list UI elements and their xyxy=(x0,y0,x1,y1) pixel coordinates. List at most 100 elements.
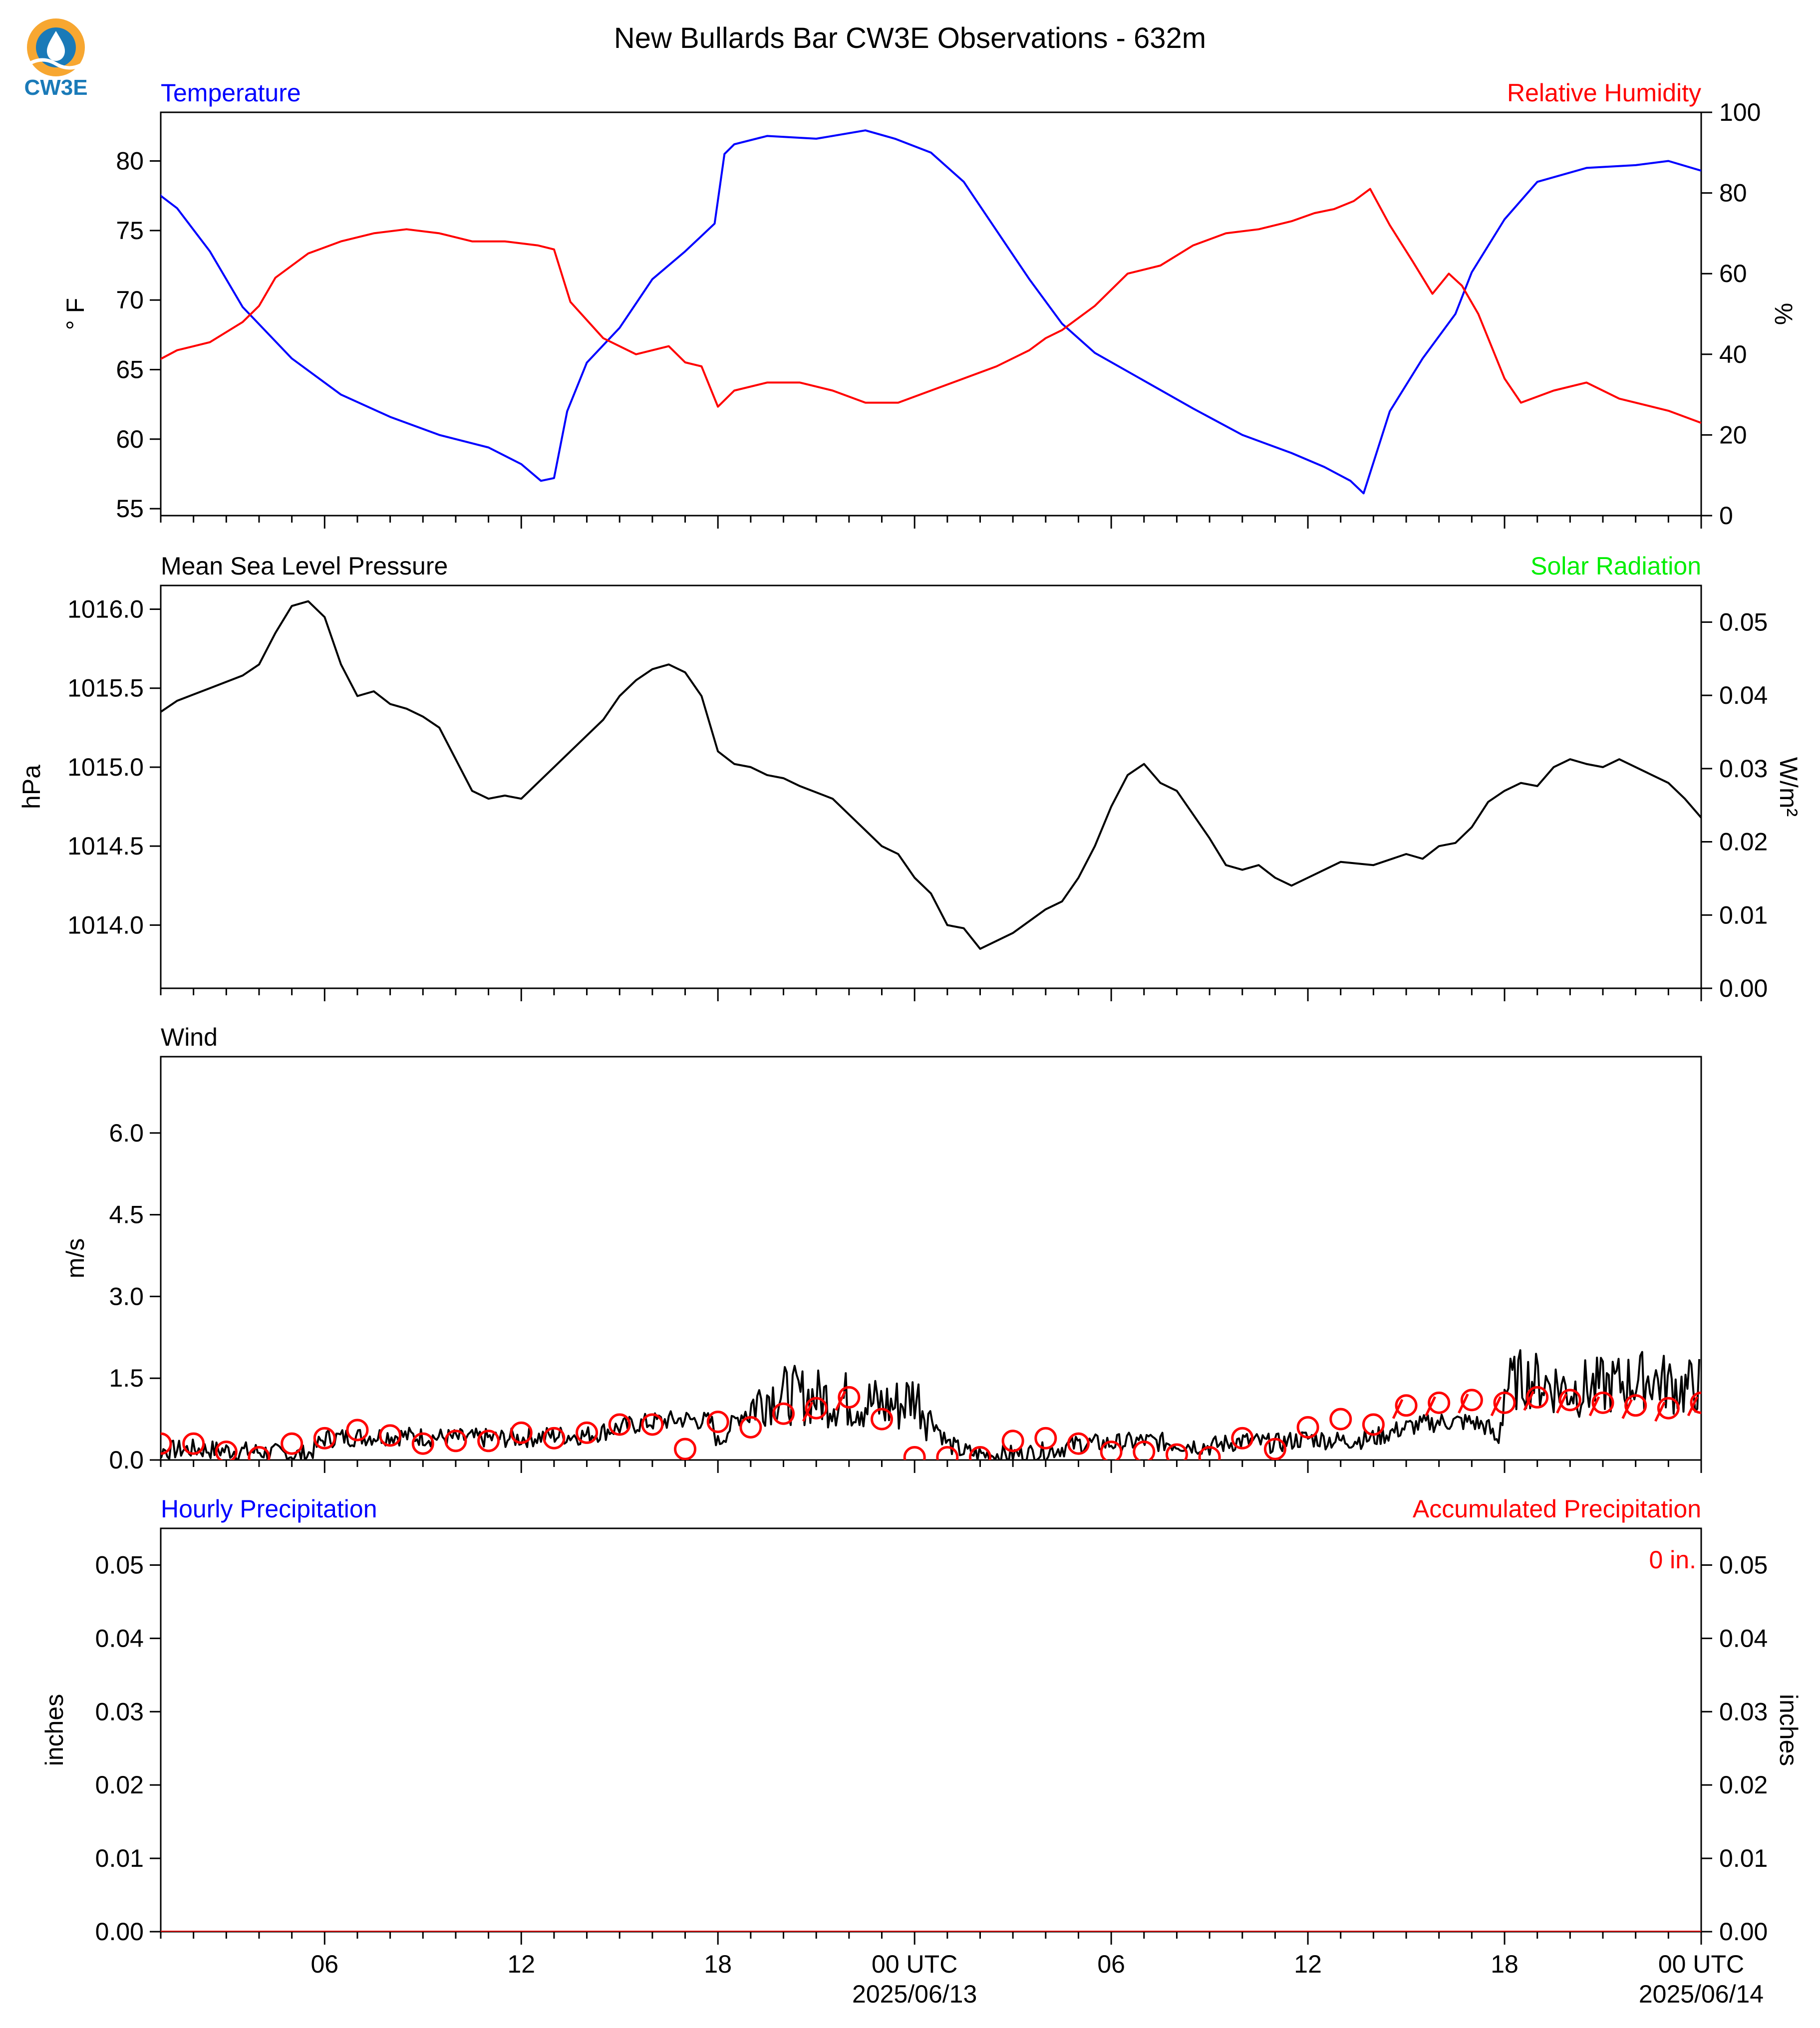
y-axis-label: ° F xyxy=(61,298,89,330)
wind-barb xyxy=(641,1413,664,1436)
wind-barb-marker xyxy=(871,1408,894,1431)
wind-barb-marker xyxy=(182,1432,205,1455)
wind-barb-marker xyxy=(1362,1413,1385,1436)
wind-barb xyxy=(510,1421,533,1444)
y-tick-label: 4.5 xyxy=(109,1201,144,1229)
wind-barb xyxy=(444,1430,467,1452)
wind-barb xyxy=(543,1427,566,1449)
wind-barb-marker xyxy=(1657,1397,1680,1420)
wind-barb-marker xyxy=(543,1427,566,1449)
wind-barb xyxy=(1425,1391,1451,1417)
logo-text: CW3E xyxy=(24,75,87,100)
cw3e-logo: CW3E xyxy=(24,18,88,100)
y-tick-label: 80 xyxy=(116,147,144,175)
wind-barb-marker xyxy=(1263,1438,1286,1460)
y-right-tick-label: 0.03 xyxy=(1719,755,1768,783)
wind-barb-marker xyxy=(706,1411,729,1434)
y-right-tick-label: 0.01 xyxy=(1719,901,1768,929)
y-tick-label: 0.03 xyxy=(95,1698,144,1726)
y-tick-label: 0.02 xyxy=(95,1771,144,1799)
wind-barb-marker xyxy=(903,1446,926,1460)
panel-wind: Wind 0.0 1.5 3.0 4.5 6.0 m/s xyxy=(61,1023,1702,1474)
y-tick-label: 1015.0 xyxy=(67,753,144,781)
wind-barb-marker xyxy=(1329,1408,1352,1431)
wind-barb-marker xyxy=(805,1397,828,1420)
wind-barb xyxy=(1001,1430,1024,1452)
wind-barb-marker xyxy=(1198,1446,1221,1460)
y-right-tick-label: 60 xyxy=(1719,260,1747,288)
wind-barb xyxy=(1296,1416,1319,1439)
panel-left-title: Hourly Precipitation xyxy=(161,1495,377,1523)
wind-barb xyxy=(835,1386,861,1411)
wind-barb-marker xyxy=(1591,1391,1614,1414)
series-line-mean-sea-level-pressure xyxy=(161,600,1701,950)
chart-panels: Temperature Relative Humidity 55 60 65 70 75 80… xyxy=(17,79,1803,1946)
wind-barb-marker xyxy=(1558,1389,1581,1412)
y-right-tick-label: 80 xyxy=(1719,179,1747,207)
y-tick-label: 0.04 xyxy=(95,1624,144,1652)
wind-barb xyxy=(576,1421,599,1444)
x-tick-label: 06 xyxy=(310,1950,338,1978)
y-right-tick-label: 20 xyxy=(1719,421,1747,449)
series-line-temperature xyxy=(161,129,1701,495)
y-right-tick-label: 0.00 xyxy=(1719,974,1768,1002)
logo-drop-icon xyxy=(47,31,65,61)
wind-barb xyxy=(1329,1408,1352,1431)
y-right-axis-label: % xyxy=(1770,303,1798,325)
y-tick-label: 75 xyxy=(116,217,144,245)
wind-barb xyxy=(379,1424,402,1447)
wind-barb xyxy=(1198,1446,1221,1460)
wind-barb-staff xyxy=(1588,1396,1600,1417)
wind-barb xyxy=(1231,1427,1254,1449)
wind-barb xyxy=(802,1397,828,1422)
y-right-tick-label: 0.01 xyxy=(1719,1844,1768,1872)
wind-barb xyxy=(772,1402,795,1425)
plot-frame xyxy=(160,111,1702,517)
x-tick-label: 06 xyxy=(1097,1950,1125,1978)
y-right-tick-label: 0.04 xyxy=(1719,1624,1768,1652)
wind-barb-marker xyxy=(477,1430,500,1452)
wind-barb xyxy=(182,1432,205,1455)
wind-barb xyxy=(968,1446,991,1460)
x-tick-label: 00 UTC xyxy=(872,1950,957,1978)
wind-barb xyxy=(346,1419,369,1442)
wind-barb xyxy=(1392,1394,1418,1419)
wind-barb-marker xyxy=(1067,1432,1090,1455)
wind-barb-marker xyxy=(1624,1394,1647,1417)
y-right-tick-label: 0.05 xyxy=(1719,1551,1768,1579)
panel-right-title: Solar Radiation xyxy=(1530,552,1701,580)
x-tick-label: 12 xyxy=(507,1950,535,1978)
wind-barb xyxy=(936,1446,959,1460)
panel-pressure: Mean Sea Level Pressure Solar Radiation 10… xyxy=(17,552,1803,1002)
wind-barb-marker xyxy=(838,1386,861,1409)
wind-barb xyxy=(903,1446,926,1460)
y-tick-label: 0.01 xyxy=(95,1844,144,1872)
wind-barb xyxy=(477,1430,500,1452)
wind-barb-staff xyxy=(1425,1396,1436,1417)
wind-barb-staff xyxy=(835,1391,847,1411)
y-tick-label: 0.00 xyxy=(95,1918,144,1946)
wind-barb xyxy=(1165,1443,1188,1460)
wind-barb-marker xyxy=(936,1446,959,1460)
wind-barb-marker xyxy=(1100,1441,1123,1460)
wind-barb xyxy=(1133,1441,1156,1460)
wind-barb-staff xyxy=(1654,1402,1666,1422)
y-axis-label: hPa xyxy=(17,765,45,809)
wind-barb-marker xyxy=(1133,1441,1156,1460)
accumulated-total-label: 0 in. xyxy=(1649,1546,1696,1574)
x-date-label: 2025/06/13 xyxy=(852,1980,977,2008)
y-right-tick-label: 0.04 xyxy=(1719,681,1768,709)
wind-barb xyxy=(674,1438,697,1460)
wind-barb-marker xyxy=(1526,1386,1549,1409)
wind-barb-marker xyxy=(968,1446,991,1460)
wind-barb xyxy=(1458,1389,1483,1414)
y-right-tick-label: 0.00 xyxy=(1719,1918,1768,1946)
plot-frame xyxy=(160,1056,1702,1461)
wind-barb-marker xyxy=(118,1428,138,1448)
wind-barb xyxy=(1621,1394,1647,1419)
wind-barb-marker xyxy=(608,1413,631,1436)
x-tick-label: 18 xyxy=(1491,1950,1518,1978)
y-axis-label: m/s xyxy=(61,1238,89,1279)
